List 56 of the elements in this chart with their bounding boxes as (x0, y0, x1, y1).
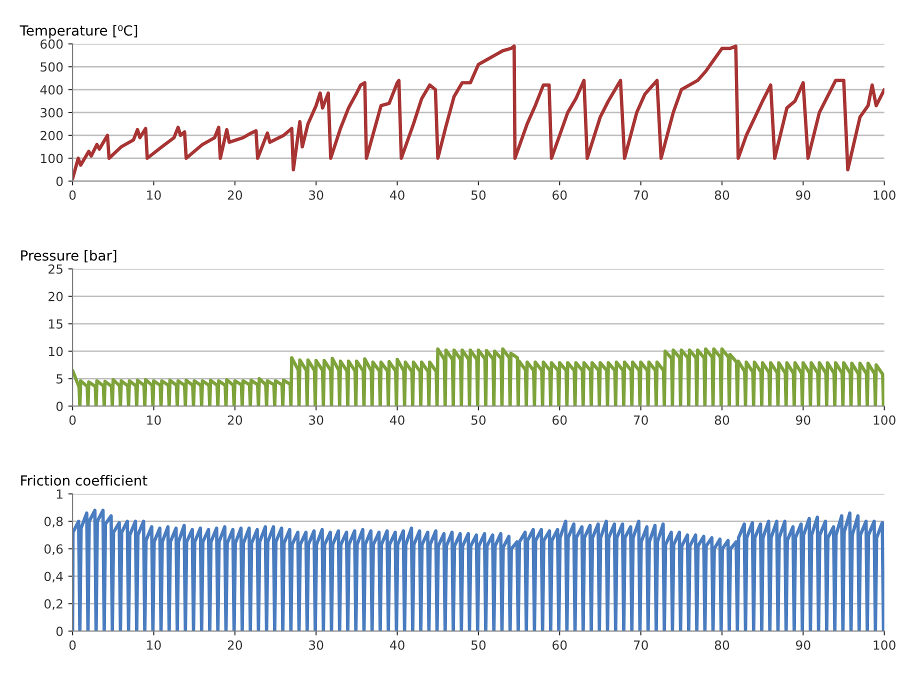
x-tick-label: 50 (471, 190, 486, 200)
y-tick-label: 600 (40, 39, 63, 49)
x-tick-label: 20 (228, 415, 242, 425)
x-tick-label: 60 (552, 640, 567, 650)
x-tick-label: 40 (390, 640, 404, 650)
y-tick-label: 20 (48, 292, 63, 302)
x-tick-label: 70 (634, 640, 648, 650)
y-tick-label: 200 (40, 130, 63, 140)
y-tick-label: 400 (40, 85, 63, 95)
line-series (72, 44, 884, 181)
x-tick-label: 80 (714, 640, 730, 650)
chart-title: Friction coefficient (21, 474, 148, 486)
x-tick-label: 0 (69, 415, 76, 425)
x-tick-label: 60 (552, 190, 567, 200)
x-tick-label: 10 (147, 415, 161, 425)
y-tick-label: 0,8 (44, 516, 63, 528)
y-tick-label: 500 (40, 62, 63, 72)
y-tick-label: 5 (56, 374, 62, 384)
x-tick-label: 20 (228, 640, 242, 650)
y-tick-label: 15 (49, 319, 62, 329)
y-tick-label: 25 (48, 264, 62, 274)
y-tick-label: 0,2 (44, 599, 62, 610)
x-tick-label: 50 (471, 415, 486, 425)
x-tick-label: 100 (874, 190, 896, 200)
x-tick-label: 100 (874, 640, 896, 650)
y-tick-label: 100 (41, 154, 63, 164)
x-tick-label: 70 (634, 415, 648, 425)
x-tick-label: 10 (147, 190, 161, 200)
x-tick-label: 20 (228, 190, 242, 200)
x-tick-label: 50 (471, 640, 486, 650)
y-tick-label: 0,6 (44, 544, 63, 555)
y-tick-label: 0,4 (44, 572, 63, 582)
chart-title: Pressure [bar] (21, 250, 116, 262)
x-tick-label: 0 (69, 640, 76, 650)
x-tick-label: 0 (69, 190, 76, 200)
x-tick-label: 80 (714, 415, 730, 425)
x-tick-label: 30 (309, 190, 324, 200)
y-tick-label: 0 (56, 176, 63, 186)
x-tick-label: 90 (796, 415, 810, 425)
y-tick-label: 1 (56, 490, 62, 499)
y-tick-label: 0 (56, 626, 63, 636)
x-tick-label: 30 (309, 640, 324, 650)
y-tick-label: 300 (40, 108, 63, 118)
x-tick-label: 70 (634, 190, 648, 200)
x-tick-label: 60 (552, 415, 567, 425)
x-tick-label: 90 (796, 640, 810, 650)
x-tick-label: 80 (714, 190, 730, 200)
y-tick-label: 10 (49, 346, 63, 356)
y-tick-label: 0 (56, 402, 63, 412)
x-tick-label: 40 (390, 415, 404, 425)
chart-title: Temperature [⁰C] (20, 24, 138, 38)
x-tick-label: 30 (309, 415, 324, 425)
x-tick-label: 10 (147, 640, 161, 650)
x-tick-label: 100 (874, 415, 896, 425)
x-tick-label: 90 (796, 190, 810, 200)
x-tick-label: 40 (390, 190, 404, 200)
